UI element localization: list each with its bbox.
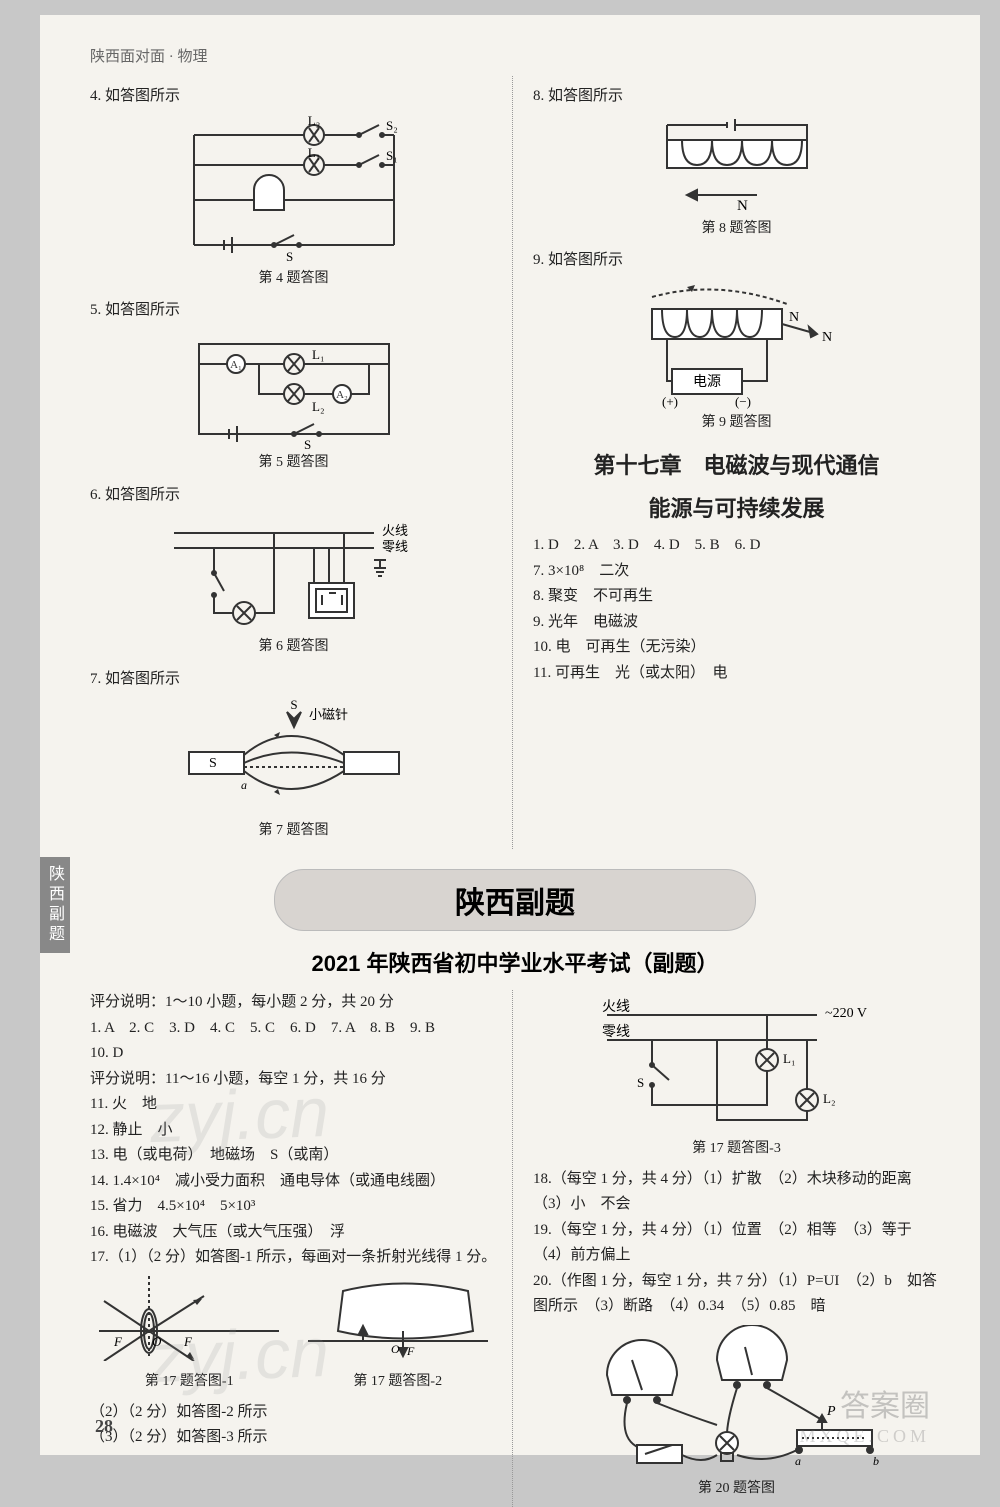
svg-text:b: b [873, 1454, 879, 1468]
a12: 12. 静止 小 [90, 1118, 497, 1144]
page: 陕西面对面 · 物理 4. 如答图所示 L [40, 15, 980, 1455]
cap20: 第 20 题答图 [533, 1477, 940, 1501]
ch17-a2: 7. 3×10⁸ 二次 [533, 559, 940, 585]
watermark-mxqe: MXQE.COM [799, 1426, 930, 1447]
a20: 20.（作图 1 分，每空 1 分，共 7 分）（1）P=UI （2）b 如答图… [533, 1269, 940, 1320]
banner-text: 陕西副题 [274, 869, 756, 931]
q7-label: 7. 如答图所示 [90, 667, 497, 693]
svg-text:S₁: S₁ [386, 148, 398, 163]
q17-2-diagram: F O [303, 1271, 493, 1361]
q8-caption: 第 8 题答图 [533, 217, 940, 241]
q9-label: 9. 如答图所示 [533, 248, 940, 274]
q17-3-diagram: 火线 零线 ~220 V L₁ L₂ S [597, 995, 877, 1135]
q9-diagram: N N 电源 (+) (−) [617, 279, 857, 409]
svg-text:S: S [304, 437, 311, 449]
svg-text:F: F [183, 1334, 193, 1349]
svg-text:L₁: L₁ [312, 347, 324, 362]
svg-text:电源: 电源 [693, 374, 721, 390]
ch17-a6: 11. 可再生 光（或太阳） 电 [533, 661, 940, 687]
q8-diagram: N [627, 115, 847, 215]
a17: 17.（1）（2 分）如答图-1 所示，每画对一条折射光线得 1 分。 [90, 1245, 497, 1271]
right-column: 8. 如答图所示 N 第 8 题答图 9. 如答图所示 [533, 76, 940, 849]
q7-caption: 第 7 题答图 [90, 819, 497, 843]
cap173: 第 17 题答图-3 [533, 1137, 940, 1161]
svg-text:a: a [795, 1454, 801, 1468]
svg-text:(+): (+) [662, 394, 678, 409]
q5-label: 5. 如答图所示 [90, 298, 497, 324]
svg-text:P: P [826, 1404, 836, 1419]
q4-diagram: L₂ S₂ L₁ S₁ S [164, 115, 424, 265]
q6-diagram: 火线 零线 [164, 513, 424, 633]
svg-text:L₂: L₂ [307, 115, 319, 128]
chapter-title-2: 能源与可持续发展 [533, 490, 940, 527]
svg-text:~220 V: ~220 V [825, 1006, 867, 1021]
svg-text:L₁: L₁ [307, 145, 319, 160]
ch17-a1: 1. D 2. A 3. D 4. D 5. B 6. D [533, 533, 940, 559]
ch17-a4: 9. 光年 电磁波 [533, 610, 940, 636]
svg-text:L₂: L₂ [312, 399, 324, 414]
section-banner: 陕西副题 [90, 869, 940, 931]
svg-text:S: S [209, 756, 217, 771]
scoring2: 评分说明：11～16 小题，每空 1 分，共 16 分 [90, 1067, 497, 1093]
svg-text:S₂: S₂ [386, 118, 398, 133]
svg-text:S: S [286, 249, 293, 264]
mcq10: 10. D [90, 1041, 497, 1067]
svg-text:S: S [637, 1075, 644, 1090]
q8-label: 8. 如答图所示 [533, 84, 940, 110]
svg-text:S: S [290, 697, 297, 712]
svg-text:O: O [152, 1334, 162, 1349]
svg-text:火线: 火线 [602, 999, 630, 1015]
svg-text:O: O [391, 1342, 400, 1356]
q4-label: 4. 如答图所示 [90, 84, 497, 110]
top-columns: 4. 如答图所示 L₂ S₂ L₁ S₁ [90, 76, 940, 849]
q5-caption: 第 5 题答图 [90, 451, 497, 475]
a17-2: （2）（2 分）如答图-2 所示 [90, 1400, 497, 1426]
svg-text:L₁: L₁ [783, 1051, 795, 1066]
chapter-title-1: 第十七章 电磁波与现代通信 [533, 447, 940, 484]
a13: 13. 电（或电荷） 地磁场 S（或南） [90, 1143, 497, 1169]
a17-3: （3）（2 分）如答图-3 所示 [90, 1425, 497, 1451]
svg-text:F: F [113, 1334, 123, 1349]
page-header: 陕西面对面 · 物理 [90, 45, 940, 66]
ch17-a5: 10. 电 可再生（无污染） [533, 635, 940, 661]
svg-text:零线: 零线 [602, 1024, 630, 1040]
svg-text:A₂: A₂ [336, 389, 348, 401]
side-tab: 陕西副题 [40, 857, 70, 953]
svg-text:小磁针: 小磁针 [309, 707, 348, 722]
page-number: 28 [95, 1416, 113, 1437]
a15: 15. 省力 4.5×10⁴ 5×10³ [90, 1194, 497, 1220]
q5-diagram: A₁ A₂ L₁ L₂ S [174, 329, 414, 449]
left-column: 4. 如答图所示 L₂ S₂ L₁ S₁ [90, 76, 513, 849]
a14: 14. 1.4×10⁴ 减小受力面积 通电导体（或通电线圈） [90, 1169, 497, 1195]
bottom-left: 评分说明：1～10 小题，每小题 2 分，共 20 分 1. A 2. C 3.… [90, 990, 513, 1507]
svg-text:火线: 火线 [382, 523, 408, 538]
sub-title: 2021 年陕西省初中学业水平考试（副题） [90, 946, 940, 978]
svg-text:N: N [737, 198, 748, 214]
svg-text:L₂: L₂ [823, 1091, 835, 1106]
q6-caption: 第 6 题答图 [90, 635, 497, 659]
svg-text:N: N [789, 310, 799, 325]
a16: 16. 电磁波 大气压（或大气压强） 浮 [90, 1220, 497, 1246]
a19: 19.（每空 1 分，共 4 分）（1）位置 （2）相等 （3）等于 （4）前方… [533, 1218, 940, 1269]
q6-label: 6. 如答图所示 [90, 483, 497, 509]
q4-caption: 第 4 题答图 [90, 267, 497, 291]
scoring1: 评分说明：1～10 小题，每小题 2 分，共 20 分 [90, 990, 497, 1016]
a18: 18.（每空 1 分，共 4 分）（1）扩散 （2）木块移动的距离 （3）小 不… [533, 1167, 940, 1218]
svg-text:N: N [822, 330, 832, 345]
ch17-a3: 8. 聚变 不可再生 [533, 584, 940, 610]
cap172: 第 17 题答图-2 [299, 1370, 498, 1394]
svg-text:(−): (−) [735, 394, 751, 409]
mcq: 1. A 2. C 3. D 4. C 5. C 6. D 7. A 8. B … [90, 1016, 497, 1042]
a11: 11. 火 地 [90, 1092, 497, 1118]
svg-text:零线: 零线 [382, 539, 408, 554]
cap171: 第 17 题答图-1 [90, 1370, 289, 1394]
svg-text:A₁: A₁ [230, 359, 242, 371]
watermark-br: 答案圈 [840, 1381, 930, 1425]
q17-1-diagram: F O F [94, 1271, 284, 1361]
svg-text:F: F [406, 1344, 415, 1358]
q7-diagram: S S 小磁针 a [179, 697, 409, 817]
q9-caption: 第 9 题答图 [533, 411, 940, 435]
svg-text:a: a [241, 778, 247, 792]
